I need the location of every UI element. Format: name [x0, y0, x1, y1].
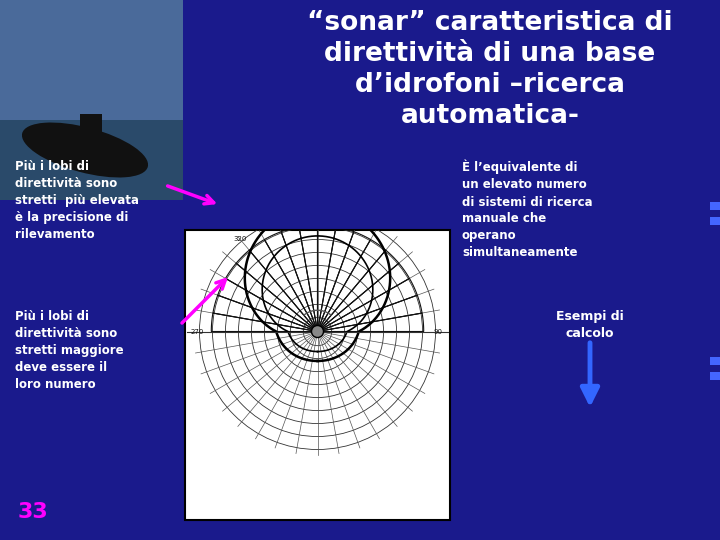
FancyBboxPatch shape: [0, 0, 183, 140]
Text: Esempi di
calcolo: Esempi di calcolo: [556, 310, 624, 340]
FancyBboxPatch shape: [0, 0, 183, 200]
Text: “sonar” caratteristica di
direttività di una base
d’idrofoni –ricerca
automatica: “sonar” caratteristica di direttività di…: [307, 10, 672, 129]
Text: 33: 33: [18, 502, 49, 522]
Text: È l’equivalente di
un elevato numero
di sistemi di ricerca
manuale che
operano
s: È l’equivalente di un elevato numero di …: [462, 160, 593, 260]
FancyBboxPatch shape: [710, 202, 720, 210]
Text: Più i lobi di
direttività sono
stretti  più elevata
è la precisione di
rilevamen: Più i lobi di direttività sono stretti p…: [15, 160, 139, 241]
Ellipse shape: [22, 123, 148, 178]
Text: 320: 320: [233, 237, 247, 242]
Text: 90: 90: [433, 328, 442, 334]
FancyBboxPatch shape: [185, 230, 450, 520]
Text: Più i lobi di
direttività sono
stretti maggiore
deve essere il
loro numero: Più i lobi di direttività sono stretti m…: [15, 310, 124, 391]
FancyBboxPatch shape: [0, 120, 183, 200]
Circle shape: [312, 326, 323, 338]
Text: 270: 270: [191, 328, 204, 334]
FancyBboxPatch shape: [710, 372, 720, 380]
FancyBboxPatch shape: [710, 217, 720, 225]
FancyBboxPatch shape: [710, 357, 720, 365]
FancyBboxPatch shape: [80, 114, 102, 132]
